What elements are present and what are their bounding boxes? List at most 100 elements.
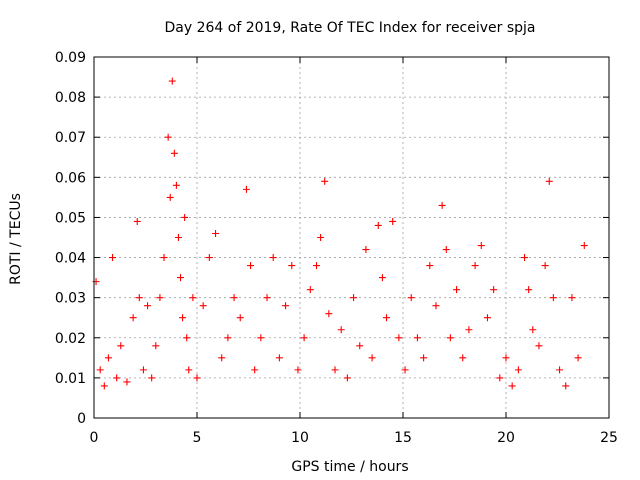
grid-lines <box>94 57 609 418</box>
y-tick-label: 0.09 <box>55 50 86 66</box>
data-point <box>199 302 207 310</box>
y-tick-label: 0.03 <box>55 291 86 307</box>
data-point <box>432 302 440 310</box>
data-point <box>152 342 160 350</box>
data-point <box>164 133 172 141</box>
data-point <box>100 382 108 390</box>
y-tick-label: 0.02 <box>55 331 86 347</box>
data-point <box>183 334 191 342</box>
data-point <box>446 334 454 342</box>
data-point <box>185 366 193 374</box>
data-point <box>549 294 557 302</box>
y-tick-label: 0.04 <box>55 251 86 267</box>
data-point <box>224 334 232 342</box>
data-point <box>135 294 143 302</box>
data-point <box>168 77 176 85</box>
data-point <box>426 262 434 270</box>
x-tick-label: 5 <box>193 430 202 446</box>
data-point <box>453 286 461 294</box>
data-point <box>525 286 533 294</box>
x-tick-label: 20 <box>497 430 515 446</box>
data-point <box>496 374 504 382</box>
data-point <box>177 274 185 282</box>
y-tick-labels: 0 0.01 0.02 0.03 0.04 0.05 0.06 0.07 0.08 0.09 <box>55 50 86 427</box>
data-point <box>174 234 182 241</box>
data-point <box>580 242 588 250</box>
data-point <box>401 366 409 374</box>
x-tick-labels: 0 5 10 15 20 25 <box>90 430 618 446</box>
data-point <box>395 334 403 342</box>
y-tick-label: 0.08 <box>55 90 86 106</box>
data-point <box>104 354 112 362</box>
data-point <box>374 221 382 229</box>
y-tick-label: 0.06 <box>55 170 86 186</box>
data-point <box>556 366 564 374</box>
data-point <box>407 294 415 302</box>
data-point <box>236 314 244 322</box>
data-point <box>166 193 174 201</box>
y-tick-label: 0.05 <box>55 210 86 226</box>
data-point <box>535 342 543 350</box>
data-point <box>294 366 302 374</box>
data-point <box>269 254 277 262</box>
data-point <box>378 274 386 282</box>
data-point <box>477 242 485 250</box>
data-point <box>490 286 498 294</box>
data-point <box>459 354 467 362</box>
data-point <box>282 302 290 310</box>
data-point <box>251 366 259 374</box>
x-tick-label: 15 <box>394 430 412 446</box>
data-point <box>133 217 141 225</box>
data-point <box>306 286 314 294</box>
data-point <box>263 294 271 302</box>
data-point <box>242 185 250 193</box>
x-axis-label: GPS time / hours <box>291 459 408 475</box>
data-point <box>172 181 180 189</box>
data-point <box>343 374 351 382</box>
data-point <box>529 326 537 334</box>
data-point <box>508 382 516 390</box>
data-point <box>574 354 582 362</box>
y-tick-label: 0.01 <box>55 371 86 387</box>
data-point <box>170 149 178 157</box>
data-point <box>212 229 220 237</box>
data-point <box>442 246 450 254</box>
data-point <box>144 302 152 310</box>
data-point <box>465 326 473 334</box>
data-point <box>156 294 164 302</box>
data-point <box>113 374 121 382</box>
data-point <box>129 314 137 322</box>
data-point <box>247 262 255 270</box>
x-tick-label: 25 <box>600 430 618 446</box>
data-point <box>275 354 283 362</box>
data-point <box>521 254 529 262</box>
data-point <box>109 254 117 262</box>
data-point <box>483 314 491 322</box>
data-point <box>337 326 345 334</box>
x-tick-label: 0 <box>90 430 99 446</box>
data-point <box>568 294 576 302</box>
data-point <box>123 378 131 386</box>
y-axis-label: ROTI / TECUs <box>8 193 24 285</box>
data-point <box>189 294 197 302</box>
data-point <box>257 334 265 342</box>
axis-ticks <box>93 56 610 419</box>
data-point <box>389 217 397 225</box>
data-point <box>96 366 104 374</box>
data-point <box>514 366 522 374</box>
data-point <box>181 213 189 221</box>
data-point <box>471 262 479 270</box>
data-point <box>438 201 446 209</box>
data-point <box>288 262 296 270</box>
data-point <box>139 366 147 374</box>
data-point <box>413 334 421 342</box>
data-point <box>321 177 329 185</box>
y-tick-label: 0.07 <box>55 130 86 146</box>
data-point <box>205 254 213 262</box>
data-point <box>193 374 201 382</box>
data-point <box>317 234 325 241</box>
data-point <box>230 294 238 302</box>
data-point <box>362 246 370 254</box>
